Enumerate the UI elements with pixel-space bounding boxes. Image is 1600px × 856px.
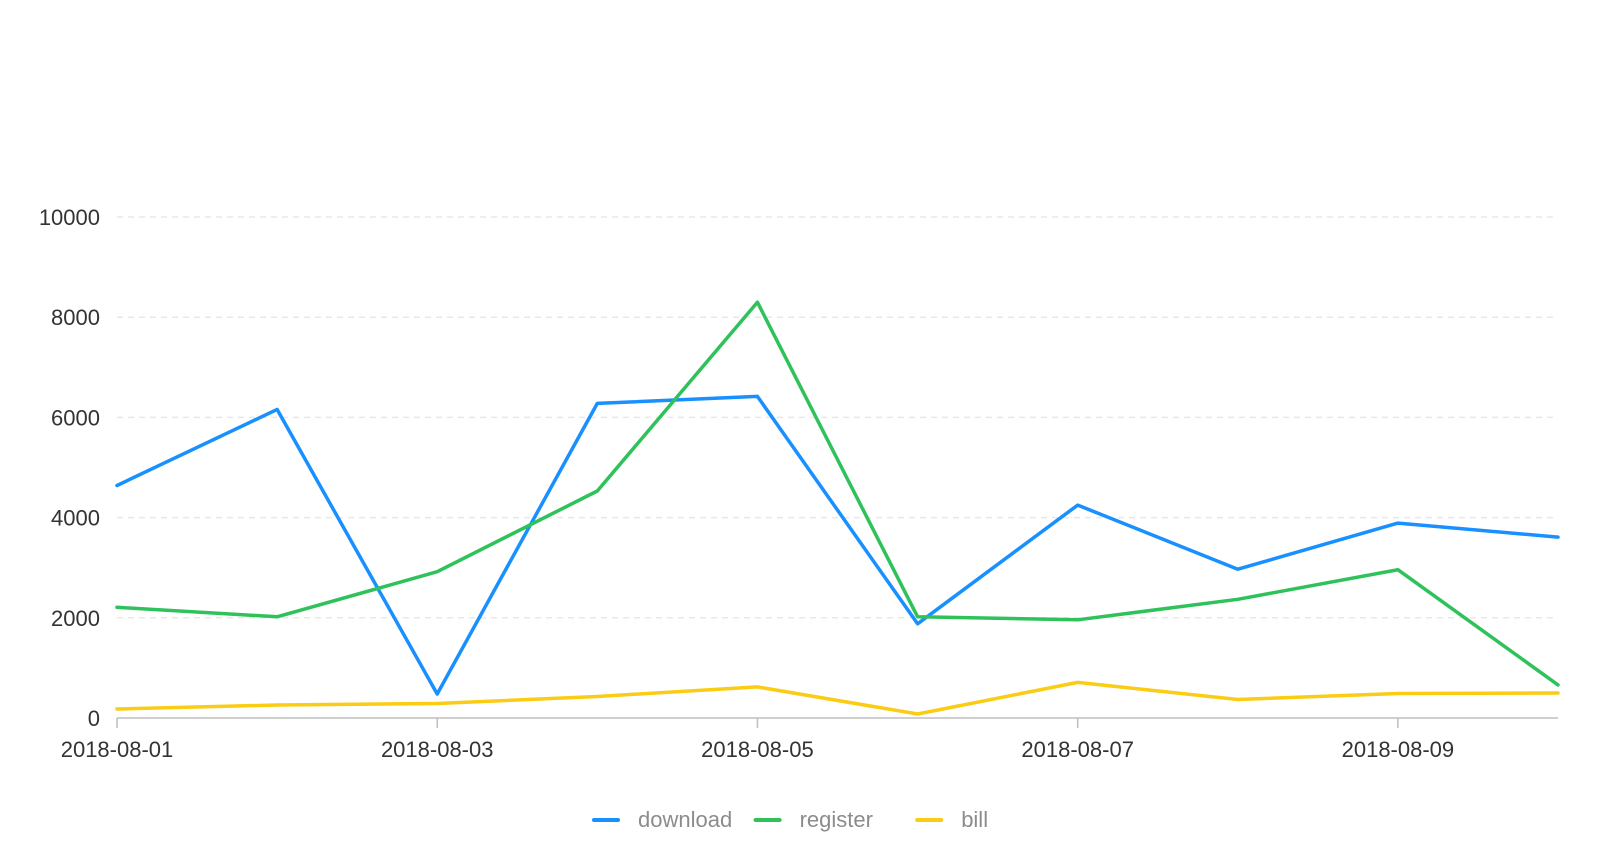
legend-item-bill[interactable]: bill [915, 807, 988, 832]
series-lines [115, 300, 1560, 716]
y-tick-label: 0 [88, 706, 100, 731]
x-tick-label: 2018-08-03 [381, 737, 494, 762]
series-line-download [115, 394, 1560, 696]
x-axis-labels: 2018-08-01 2018-08-03 2018-08-05 2018-08-07… [61, 737, 1454, 762]
x-tick-label: 2018-08-05 [701, 737, 814, 762]
x-axis [116, 717, 1558, 728]
x-tick-label: 2018-08-01 [61, 737, 174, 762]
legend-label: bill [961, 807, 988, 832]
grid-lines [117, 216, 1558, 619]
x-tick-label: 2018-08-09 [1342, 737, 1455, 762]
series-line-register [115, 300, 1560, 687]
x-tick-label: 2018-08-07 [1021, 737, 1134, 762]
legend-label: register [800, 807, 873, 832]
y-tick-label: 6000 [51, 405, 100, 430]
y-axis-labels: 0 2000 4000 6000 8000 10000 [39, 205, 100, 731]
legend-item-download[interactable]: download [592, 807, 732, 832]
legend-label: download [638, 807, 732, 832]
y-tick-label: 4000 [51, 506, 100, 531]
y-tick-label: 2000 [51, 606, 100, 631]
series-line-bill [115, 680, 1560, 716]
legend-item-register[interactable]: register [753, 807, 873, 832]
y-tick-label: 10000 [39, 205, 100, 230]
legend[interactable]: download register bill [592, 807, 988, 832]
y-tick-label: 8000 [51, 305, 100, 330]
